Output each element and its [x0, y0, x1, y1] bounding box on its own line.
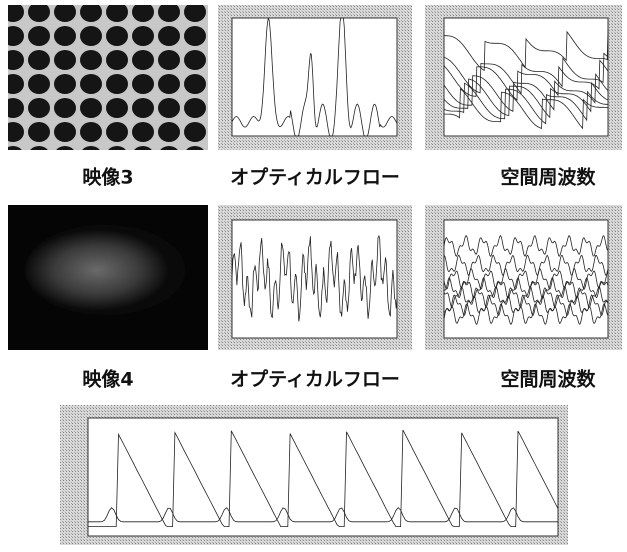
caption: オプティカルフロー: [230, 368, 400, 391]
plot-area: [88, 418, 558, 536]
plot-area: [232, 18, 397, 136]
caption: オプティカルフロー: [230, 166, 400, 189]
figure: 映像3 オプティカルフロー 空間周波数 映像4 オプティカルフロー 空間周波数: [0, 0, 627, 552]
caption: 空間周波数: [500, 368, 596, 391]
video-image: [8, 5, 208, 150]
plot-area: [444, 18, 608, 136]
caption: 映像3: [82, 166, 133, 189]
caption: 映像4: [82, 368, 133, 391]
image-texture: [25, 225, 185, 315]
caption: 空間周波数: [500, 166, 596, 189]
